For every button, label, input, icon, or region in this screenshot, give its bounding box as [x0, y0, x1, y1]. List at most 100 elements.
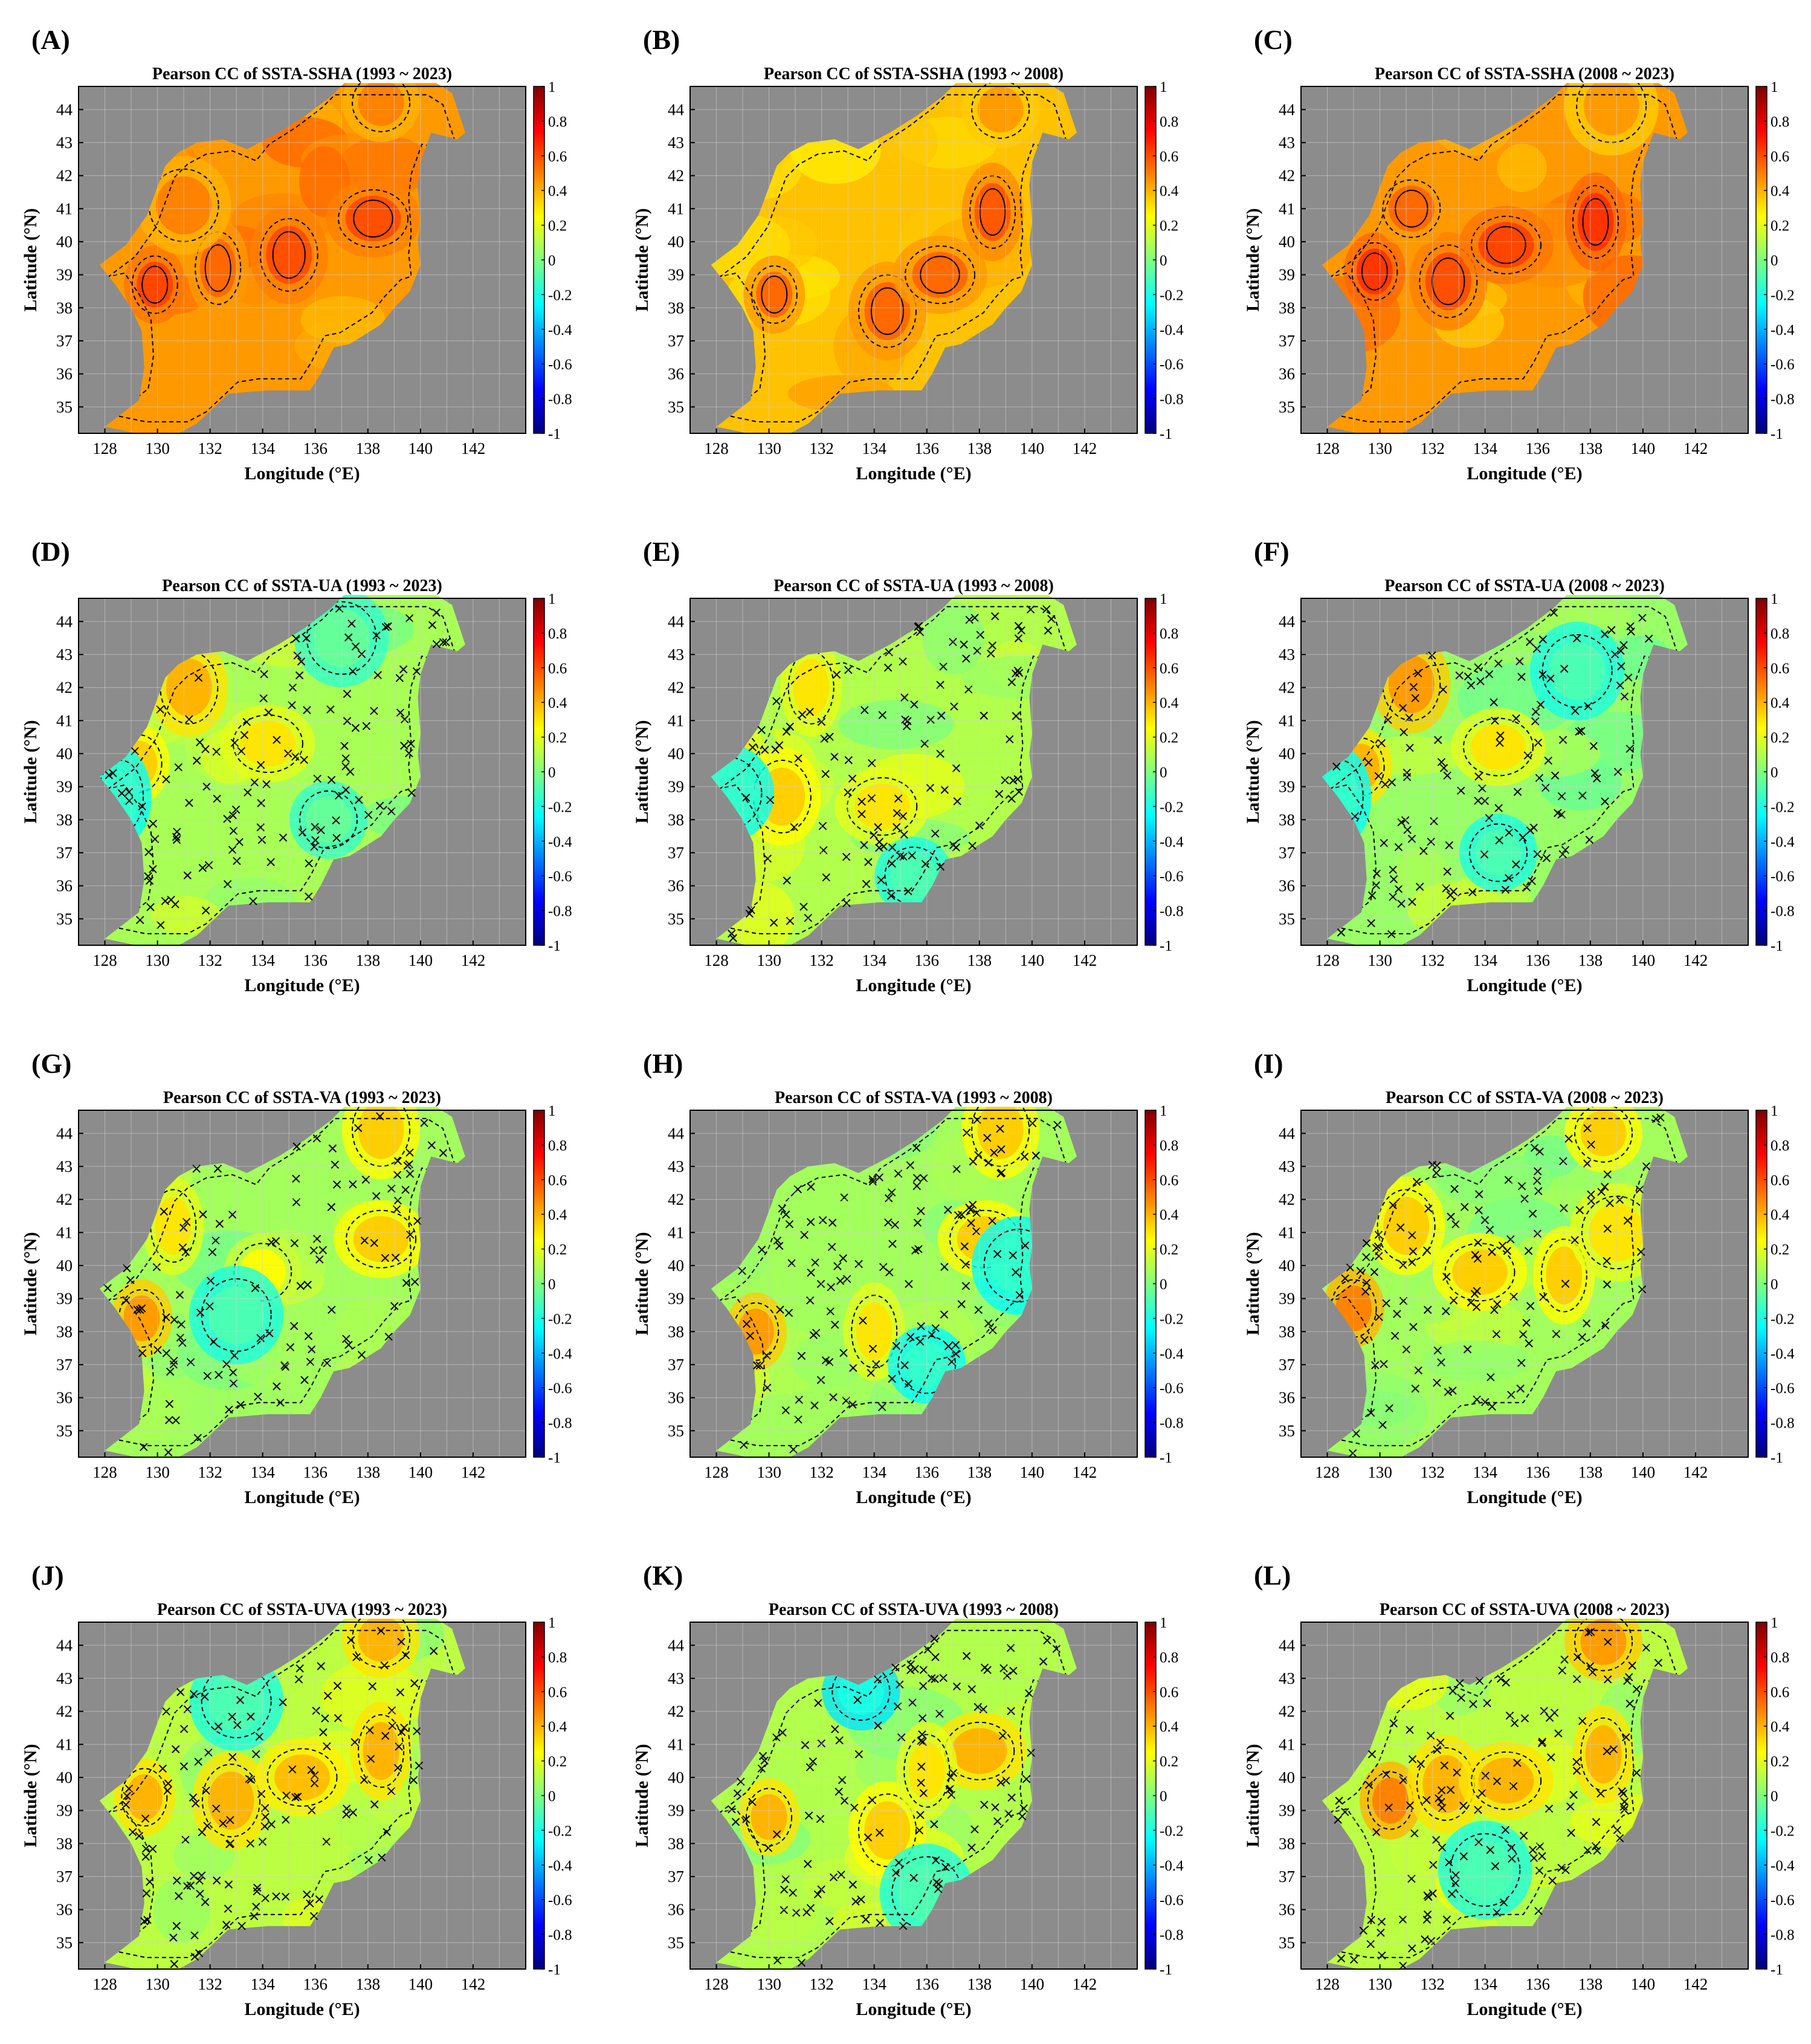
- hatch-mark: [282, 1816, 290, 1824]
- hatch-mark: [298, 828, 307, 837]
- hatch-mark: [964, 685, 973, 694]
- hatch-mark: [1053, 1121, 1062, 1129]
- colorbar-tick-label: -0.4: [548, 1346, 572, 1362]
- gridlines: [690, 1110, 1137, 1457]
- hatch-mark: [170, 1960, 179, 1968]
- hatch-mark: [1443, 867, 1451, 876]
- hatch-mark: [1467, 1298, 1475, 1307]
- x-tick-label: 132: [809, 951, 834, 969]
- hatch-mark: [995, 789, 1004, 798]
- hatch-mark: [1433, 1379, 1441, 1387]
- y-axis-label: Latitude (°N): [21, 720, 40, 823]
- hatch-mark: [1474, 1206, 1483, 1215]
- hatch-mark: [1538, 1852, 1546, 1860]
- hatch-mark: [123, 1791, 131, 1800]
- significance-contour: [1462, 717, 1534, 777]
- hatch-mark: [944, 1342, 953, 1351]
- hatch-mark: [315, 1895, 324, 1904]
- y-tick-label: 44: [668, 100, 685, 118]
- hatch-mark: [805, 1296, 815, 1305]
- hatch-mark: [1638, 613, 1647, 623]
- significance-contour: [1576, 83, 1647, 143]
- hatch-mark: [1443, 771, 1451, 780]
- hatch-mark: [1619, 1802, 1628, 1811]
- significance-contour: [831, 1662, 891, 1721]
- hatch-mark: [888, 1240, 897, 1248]
- hatch-mark: [950, 702, 958, 711]
- hatch-mark: [1423, 1891, 1432, 1900]
- hatch-mark: [1474, 1838, 1483, 1846]
- hatch-mark: [415, 1761, 424, 1770]
- y-axis-label: Latitude (°N): [1243, 208, 1263, 311]
- x-tick-label: 132: [198, 1975, 222, 1993]
- hatch-mark: [1384, 1803, 1393, 1812]
- y-tick-label: 38: [56, 1834, 73, 1852]
- x-tick-label: 136: [1526, 951, 1551, 969]
- hatch-mark: [364, 1855, 373, 1865]
- hatch-mark: [370, 1239, 379, 1247]
- hatch-mark: [251, 1750, 260, 1759]
- hatch-mark: [1408, 897, 1416, 907]
- hatch-mark: [349, 1180, 357, 1189]
- x-tick-label: 130: [145, 1975, 170, 1993]
- hatch-mark: [918, 1730, 926, 1739]
- x-tick-label: 130: [757, 1975, 781, 1993]
- hatch-mark: [163, 1787, 172, 1795]
- x-tick-label: 134: [862, 951, 886, 969]
- hatch-mark: [1567, 1829, 1575, 1837]
- hatch-mark: [1539, 1293, 1548, 1301]
- hatch-mark: [1596, 1789, 1605, 1798]
- hatch-mark: [728, 1805, 736, 1814]
- y-tick-label: 44: [56, 1124, 73, 1142]
- colorbar-tick-label: -0.4: [1160, 1858, 1184, 1874]
- hatch-mark: [165, 1415, 173, 1425]
- hatch-mark: [1604, 1638, 1612, 1646]
- hatch-mark: [1603, 1170, 1612, 1179]
- hatch-mark: [829, 1393, 838, 1402]
- hatch-mark: [934, 1884, 943, 1894]
- hatch-mark: [224, 1904, 233, 1913]
- hatch-mark: [352, 1653, 361, 1661]
- hatch-mark: [399, 665, 408, 674]
- y-tick-label: 42: [56, 167, 73, 185]
- hatch-mark: [196, 1889, 204, 1898]
- colorbar-tick-label: -0.8: [1771, 904, 1795, 920]
- x-tick-label: 130: [1367, 1975, 1392, 1993]
- field-core: [1425, 252, 1471, 311]
- y-tick-label: 41: [56, 711, 73, 729]
- hatch-mark: [1020, 1153, 1029, 1161]
- hatch-mark: [859, 1316, 867, 1325]
- hatch-mark: [1550, 1709, 1559, 1717]
- hatch-mark: [984, 1159, 993, 1167]
- hatch-mark: [1534, 1187, 1543, 1195]
- hatch-mark: [1490, 698, 1498, 707]
- hatch-mark: [323, 1359, 331, 1368]
- hatch-mark: [753, 1361, 761, 1370]
- hatch-mark: [919, 1682, 928, 1690]
- hatch-mark: [1535, 774, 1544, 782]
- hatch-mark: [805, 1763, 815, 1771]
- colorbar-tick-label: 1: [1771, 591, 1778, 607]
- hatch-mark: [826, 1307, 834, 1316]
- hatch-mark: [878, 1403, 886, 1411]
- colorbar-tick-label: 0.2: [1160, 730, 1178, 746]
- field-core: [864, 1801, 911, 1860]
- colorbar-tick-label: -0.2: [1160, 1823, 1184, 1839]
- hatch-mark: [273, 736, 281, 744]
- hatch-mark: [816, 1279, 825, 1289]
- hatch-mark: [405, 1148, 414, 1157]
- x-tick-label: 128: [92, 1975, 117, 1993]
- hatch-mark: [328, 1305, 336, 1314]
- colorbar-tick-label: 0.2: [548, 218, 567, 234]
- hatch-mark: [121, 1800, 131, 1809]
- hatch-mark: [1572, 634, 1581, 642]
- hatch-mark: [1638, 1285, 1647, 1294]
- hatch-mark: [1039, 1657, 1048, 1666]
- hatch-mark: [1603, 1224, 1612, 1233]
- hatch-mark: [1613, 1826, 1622, 1834]
- colorbar-tick-label: 0: [548, 253, 556, 269]
- hatch-mark: [1009, 1251, 1017, 1260]
- x-tick-label: 138: [1578, 439, 1603, 458]
- hatch-mark: [439, 638, 448, 647]
- hatch-mark: [1536, 700, 1545, 709]
